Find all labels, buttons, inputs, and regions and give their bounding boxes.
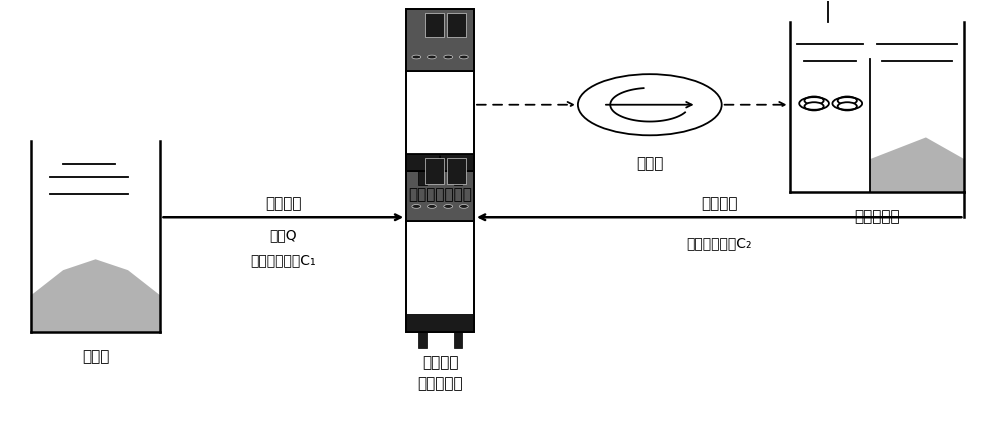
Text: 流量Q: 流量Q [269, 228, 297, 242]
Circle shape [804, 102, 824, 110]
Text: 反馈信号: 反馈信号 [701, 196, 737, 211]
Text: 精确除磷
系统控制柜: 精确除磷 系统控制柜 [417, 355, 463, 391]
Bar [447, 158, 466, 184]
Circle shape [838, 97, 857, 105]
Bar [425, 158, 444, 184]
Bar [406, 154, 474, 170]
Circle shape [444, 204, 453, 208]
Circle shape [804, 97, 824, 105]
Circle shape [838, 102, 857, 110]
Bar [447, 14, 466, 37]
Bar [406, 70, 474, 170]
Text: 正磷酸盐浓度C₁: 正磷酸盐浓度C₁ [250, 253, 316, 268]
Circle shape [578, 74, 722, 135]
Text: 正磷酸盐浓度C₂: 正磷酸盐浓度C₂ [686, 236, 752, 250]
Polygon shape [870, 138, 964, 192]
Circle shape [412, 204, 421, 208]
Bar [418, 332, 427, 348]
Bar [406, 153, 474, 222]
Text: 二沉池: 二沉池 [82, 349, 109, 364]
Bar [406, 222, 474, 332]
Polygon shape [31, 259, 160, 332]
Bar [406, 153, 474, 332]
Text: 加药泵: 加药泵 [636, 156, 663, 172]
Bar [406, 9, 474, 170]
Bar [425, 14, 444, 37]
Circle shape [444, 55, 453, 59]
Circle shape [459, 55, 468, 59]
Bar [418, 170, 427, 185]
Text: 高效沉淠池: 高效沉淠池 [854, 209, 900, 224]
Circle shape [428, 55, 436, 59]
Bar [406, 9, 474, 70]
Circle shape [459, 204, 468, 208]
Bar [454, 332, 462, 348]
Circle shape [428, 204, 436, 208]
Bar [406, 314, 474, 332]
Text: 前馈信号: 前馈信号 [265, 196, 302, 211]
Text: 加药系统控制柜: 加药系统控制柜 [408, 187, 472, 202]
Circle shape [412, 55, 421, 59]
Bar [454, 170, 462, 185]
